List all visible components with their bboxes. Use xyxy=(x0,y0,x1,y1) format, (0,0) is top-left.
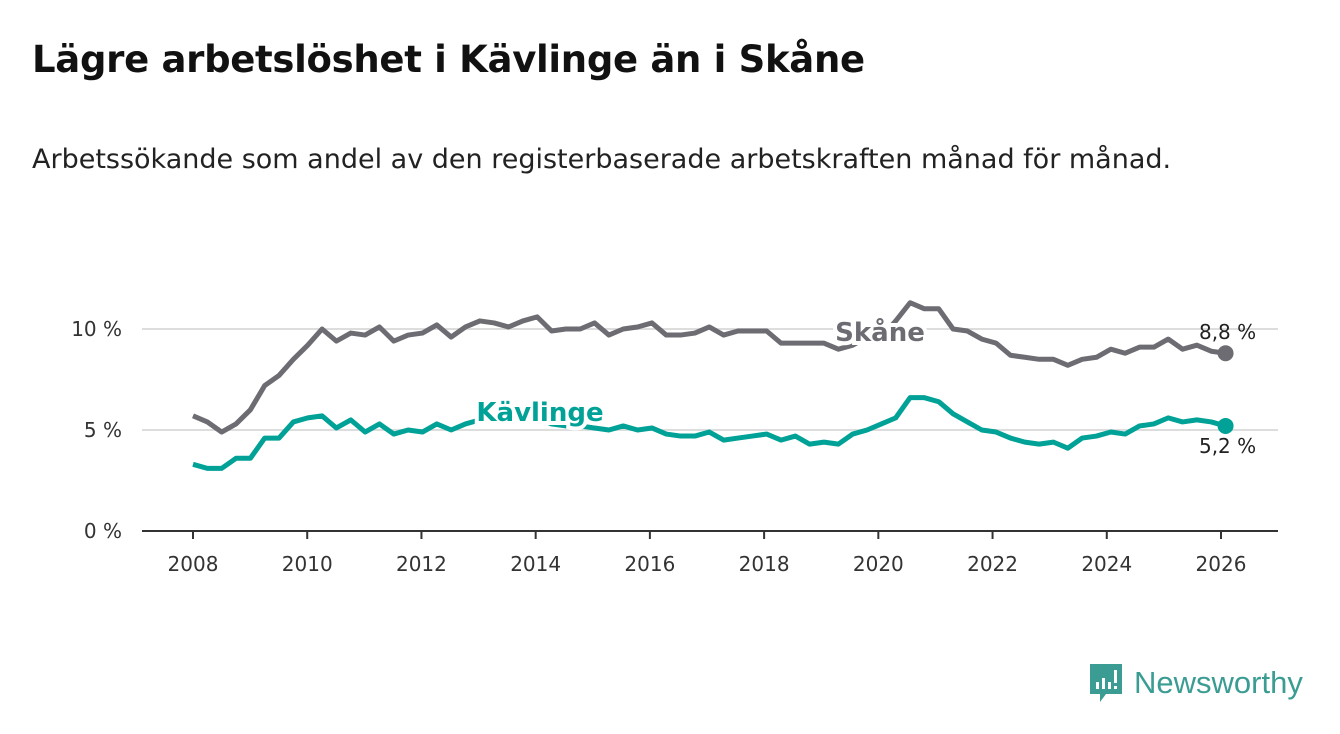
x-tick-label: 2010 xyxy=(282,552,333,576)
x-tick-label: 2008 xyxy=(168,552,219,576)
y-tick-label: 10 % xyxy=(71,317,122,341)
x-tick-label: 2024 xyxy=(1081,552,1132,576)
chart-subtitle: Arbetssökande som andel av den registerb… xyxy=(32,144,1172,175)
newsworthy-logo-icon xyxy=(1090,664,1122,702)
x-tick-label: 2018 xyxy=(739,552,790,576)
series-label-kävlinge: Kävlinge xyxy=(476,398,603,428)
newsworthy-logo: Newsworthy xyxy=(1088,662,1303,704)
brand-name: Newsworthy xyxy=(1134,665,1303,700)
x-tick-label: 2016 xyxy=(624,552,675,576)
y-tick-label: 0 % xyxy=(84,519,122,543)
end-point-marker xyxy=(1217,345,1234,362)
chart-title: Lägre arbetslöshet i Kävlinge än i Skåne xyxy=(32,38,865,81)
x-tick-label: 2014 xyxy=(510,552,561,576)
series-label-skåne: Skåne xyxy=(835,316,925,348)
y-tick-label: 5 % xyxy=(84,418,122,442)
x-tick-label: 2022 xyxy=(967,552,1018,576)
series-line-kävlinge xyxy=(192,395,1227,471)
end-point-marker xyxy=(1217,417,1234,434)
end-value-label: 8,8 % xyxy=(1199,320,1256,344)
end-value-label: 5,2 % xyxy=(1199,434,1256,458)
x-tick-label: 2012 xyxy=(396,552,447,576)
series-line-skåne xyxy=(192,300,1226,435)
x-tick-label: 2026 xyxy=(1196,552,1247,576)
x-tick-label: 2020 xyxy=(853,552,904,576)
